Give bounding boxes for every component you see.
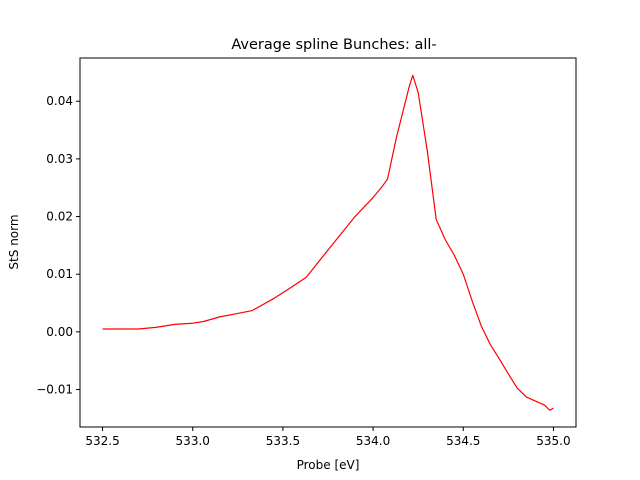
plot-frame xyxy=(79,57,577,428)
y-tick-label: 0.01 xyxy=(46,267,73,281)
y-tick-label: 0.00 xyxy=(46,325,73,339)
x-tick-label: 534.5 xyxy=(446,434,480,448)
y-tick-label: 0.03 xyxy=(46,152,73,166)
x-axis-ticks: 532.5 533.0 533.5 534.0 534.5 535.0 xyxy=(85,427,571,448)
series-line-0 xyxy=(102,74,554,411)
x-axis-label: Probe [eV] xyxy=(297,458,360,472)
x-tick-label: 533.0 xyxy=(176,434,210,448)
x-tick-label: 533.5 xyxy=(266,434,300,448)
y-tick-label: −0.01 xyxy=(36,383,73,397)
y-axis-ticks: −0.01 0.00 0.01 0.02 0.03 0.04 xyxy=(36,94,80,397)
chart-title: Average spline Bunches: all- xyxy=(231,37,436,53)
y-tick-label: 0.04 xyxy=(46,94,73,108)
x-tick-label: 532.5 xyxy=(85,434,119,448)
y-tick-label: 0.02 xyxy=(46,210,73,224)
x-tick-label: 534.0 xyxy=(356,434,390,448)
series-line-group xyxy=(102,74,554,411)
x-tick-label: 535.0 xyxy=(536,434,570,448)
y-axis-label: StS norm xyxy=(7,214,21,269)
